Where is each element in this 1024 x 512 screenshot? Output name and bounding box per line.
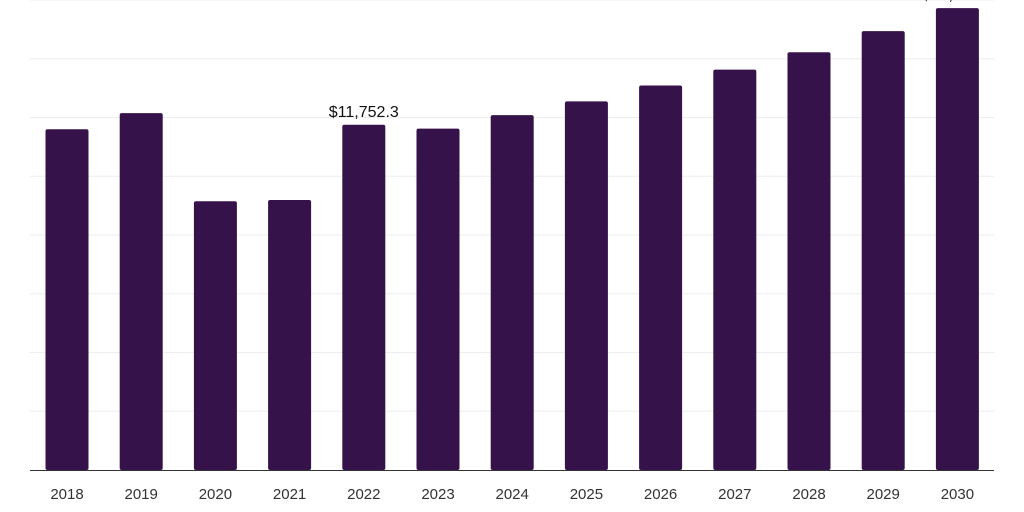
bar-2019 (119, 113, 163, 470)
x-tick-label-2028: 2028 (792, 486, 825, 503)
bar-2025 (564, 101, 608, 470)
x-tick-label-2021: 2021 (273, 486, 306, 503)
bar-2030 (935, 8, 979, 471)
x-tick-label-2029: 2029 (867, 486, 900, 503)
x-tick-label-2030: 2030 (941, 486, 974, 503)
bar-2028 (787, 52, 831, 470)
data-labels: $11,752.3 $15,724.9 (329, 0, 993, 121)
x-tick-label-2020: 2020 (199, 486, 232, 503)
x-tick-label-2022: 2022 (347, 486, 380, 503)
bar-2022 (342, 124, 386, 470)
x-tick-label-2018: 2018 (50, 486, 83, 503)
x-tick-label-2026: 2026 (644, 486, 677, 503)
bar-2020 (193, 201, 237, 470)
x-tick-label-2025: 2025 (570, 486, 603, 503)
bar-2024 (490, 115, 534, 471)
bar-2027 (713, 69, 757, 471)
bar-2018 (45, 129, 89, 470)
data-label-2022: $11,752.3 (329, 104, 399, 121)
x-tick-label-2019: 2019 (125, 486, 158, 503)
bar-2021 (268, 200, 312, 470)
bar-2029 (861, 31, 905, 470)
data-label-2030: $15,724.9 (922, 0, 993, 4)
x-tick-label-2023: 2023 (421, 486, 454, 503)
bars (45, 8, 979, 471)
bar-2026 (639, 85, 683, 470)
x-tick-label-2027: 2027 (718, 486, 751, 503)
bar-2023 (416, 128, 460, 470)
x-tick-labels: 2018 2019 2020 2021 2022 2023 2024 2025 2026 2027… (50, 486, 974, 503)
x-tick-label-2024: 2024 (496, 486, 529, 503)
